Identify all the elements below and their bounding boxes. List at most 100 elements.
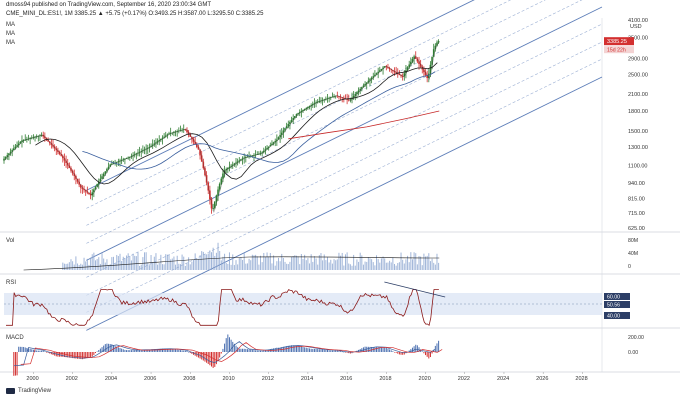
macd-histogram-bar bbox=[21, 346, 23, 352]
price-candle-body bbox=[362, 85, 365, 88]
macd-histogram-bar bbox=[132, 350, 134, 352]
volume-tick-label: 80M bbox=[628, 238, 638, 244]
volume-bar bbox=[322, 260, 324, 270]
volume-bar bbox=[163, 264, 165, 270]
rsi-trendline bbox=[384, 281, 446, 298]
price-candle-body bbox=[274, 140, 277, 143]
price-candle-body bbox=[357, 90, 360, 93]
time-axis-label: 2016 bbox=[340, 376, 352, 382]
ma-label-3[interactable]: MA bbox=[6, 40, 15, 46]
price-candle-body bbox=[79, 184, 82, 188]
tradingview-footer[interactable]: TradingView bbox=[6, 388, 51, 394]
volume-bar bbox=[426, 255, 428, 270]
price-tick-label: 715.00 bbox=[628, 211, 645, 217]
macd-histogram-bar bbox=[304, 347, 306, 352]
price-candle-body bbox=[279, 134, 281, 138]
volume-bar bbox=[86, 258, 88, 270]
volume-bar bbox=[201, 251, 203, 270]
macd-histogram-bar bbox=[374, 347, 376, 352]
last-price-label: 3385.25 bbox=[607, 39, 627, 45]
volume-bar bbox=[166, 254, 168, 270]
time-axis-label: 2008 bbox=[183, 376, 195, 382]
currency-label: USD bbox=[630, 24, 642, 30]
ma-label-2[interactable]: MA bbox=[6, 31, 15, 37]
volume-bar bbox=[333, 259, 335, 270]
price-candle-body bbox=[240, 159, 242, 161]
price-candle-body bbox=[336, 95, 339, 97]
volume-bar bbox=[418, 256, 420, 270]
price-candle-body bbox=[96, 184, 98, 187]
macd-histogram-bar bbox=[96, 351, 98, 352]
price-candle-body bbox=[138, 151, 141, 153]
price-candle-body bbox=[19, 141, 22, 144]
macd-histogram-bar bbox=[258, 350, 260, 352]
macd-histogram-bar bbox=[44, 351, 46, 352]
macd-histogram-bar bbox=[376, 347, 378, 352]
price-candle-body bbox=[284, 128, 286, 131]
macd-tick-label: 0.00 bbox=[628, 350, 638, 356]
volume-bar bbox=[359, 252, 361, 270]
price-candle-body bbox=[390, 69, 393, 71]
macd-histogram-bar bbox=[291, 345, 293, 352]
volume-bar bbox=[217, 242, 219, 270]
macd-histogram-bar bbox=[62, 352, 64, 357]
price-candle-body bbox=[156, 141, 159, 143]
volume-bar bbox=[214, 255, 216, 270]
macd-histogram-bar bbox=[286, 346, 288, 352]
macd-histogram-bar bbox=[14, 352, 16, 376]
macd-signal-line bbox=[20, 342, 443, 365]
macd-histogram-bar bbox=[292, 345, 294, 352]
volume-bar bbox=[122, 256, 124, 270]
volume-bar bbox=[111, 257, 113, 270]
price-candle-body bbox=[262, 150, 265, 153]
regression-channel-line bbox=[86, 0, 546, 226]
macd-histogram-bar bbox=[209, 352, 211, 366]
macd-histogram-bar bbox=[315, 349, 317, 352]
volume-bar bbox=[351, 265, 353, 270]
price-tick-label: 625.00 bbox=[628, 226, 645, 232]
macd-histogram-bar bbox=[77, 352, 79, 359]
price-candle-body bbox=[194, 141, 196, 145]
macd-histogram-bar bbox=[47, 352, 49, 353]
macd-histogram-bar bbox=[436, 343, 438, 352]
price-candle-body bbox=[135, 153, 138, 155]
price-candle-body bbox=[428, 73, 430, 79]
volume-bar bbox=[304, 254, 306, 270]
volume-bar bbox=[361, 255, 363, 270]
volume-bar bbox=[245, 263, 247, 270]
volume-bar bbox=[343, 265, 345, 270]
price-candle-body bbox=[199, 149, 201, 156]
macd-histogram-bar bbox=[211, 352, 213, 367]
price-candle-body bbox=[432, 49, 435, 57]
volume-bar bbox=[258, 264, 260, 270]
macd-histogram-bar bbox=[16, 352, 18, 376]
macd-histogram-bar bbox=[400, 352, 402, 355]
macd-histogram-bar bbox=[421, 351, 423, 352]
macd-histogram-bar bbox=[184, 350, 186, 352]
macd-histogram-bar bbox=[117, 347, 119, 352]
ma-label-1[interactable]: MA bbox=[6, 22, 15, 28]
macd-histogram-bar bbox=[26, 347, 28, 352]
macd-histogram-bar bbox=[251, 349, 253, 352]
macd-histogram-bar bbox=[212, 352, 214, 368]
volume-bar bbox=[353, 254, 355, 270]
price-candle-body bbox=[367, 80, 370, 83]
volume-bar bbox=[80, 263, 82, 270]
price-candle-body bbox=[354, 93, 357, 96]
volume-bar bbox=[402, 259, 404, 270]
macd-histogram-bar bbox=[189, 352, 191, 353]
price-candle-body bbox=[375, 73, 378, 75]
volume-bar bbox=[112, 256, 114, 270]
volume-bar bbox=[274, 265, 276, 270]
macd-histogram-bar bbox=[137, 349, 139, 352]
price-candle-body bbox=[264, 149, 267, 151]
macd-histogram-bar bbox=[408, 350, 410, 352]
volume-bar bbox=[72, 261, 74, 270]
volume-bar bbox=[367, 257, 369, 270]
price-candle-body bbox=[86, 191, 89, 193]
macd-histogram-bar bbox=[348, 352, 350, 354]
price-candle-body bbox=[374, 74, 376, 77]
price-candle-body bbox=[146, 147, 149, 149]
